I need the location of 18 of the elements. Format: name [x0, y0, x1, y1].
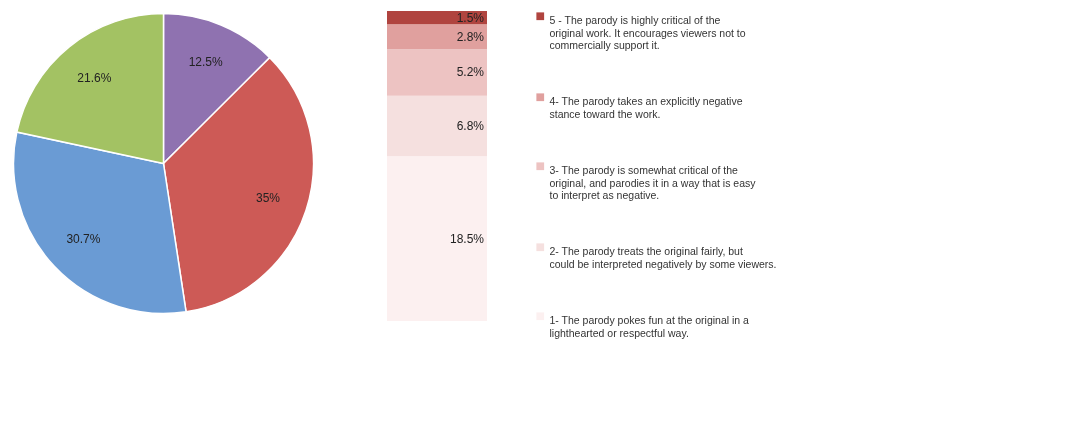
data-label: 6.8%: [456, 118, 485, 133]
bar: [387, 49, 487, 96]
data-label: 21.6%: [77, 70, 112, 85]
data-label: 30.7%: [66, 231, 101, 246]
bar: [387, 95, 487, 157]
legend-label: 1- The parody pokes fun at the original in a lighthearted or respectful way.: [549, 314, 750, 339]
legend-label: 3- The parody is somewhat critical of the original, and parodies it in a way that is easy to interpret as negative.: [549, 164, 757, 202]
legend-label: 2- The parody treats the original fairly, but could be interpreted negatively by some viewers.: [549, 245, 777, 270]
data-label: 35%: [255, 190, 281, 205]
data-label: 18.5%: [449, 231, 485, 246]
data-label: 2.8%: [456, 29, 485, 44]
data-label: 5.2%: [456, 65, 485, 80]
legend-label: 5 - The parody is highly critical of the original work. It encourages viewers not to commercially support it.: [549, 14, 746, 52]
legend-label: 4- The parody takes an explicitly negative stance toward the work.: [549, 95, 743, 120]
bar: [387, 24, 487, 50]
bar: [387, 156, 487, 321]
data-label: 1.5%: [456, 10, 485, 25]
data-label: 12.5%: [188, 54, 224, 69]
